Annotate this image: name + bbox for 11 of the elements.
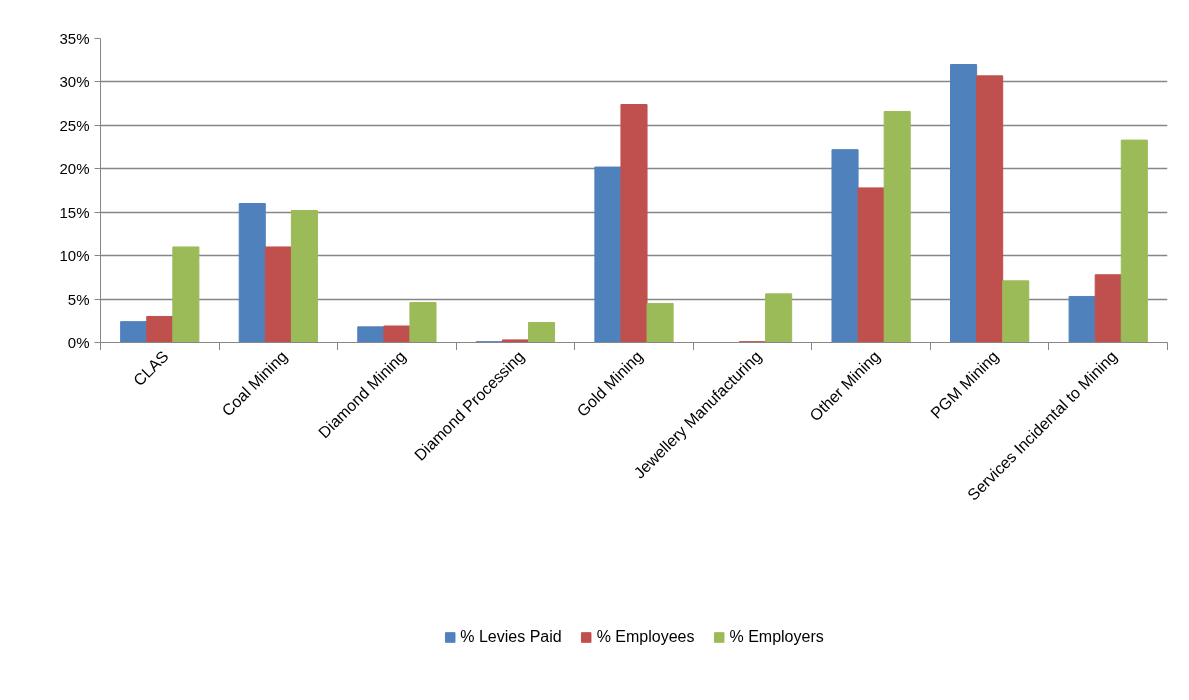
y-tick-label: 20% bbox=[59, 160, 90, 178]
y-tick-label: 5% bbox=[67, 290, 90, 308]
legend-label: % Employees bbox=[596, 628, 695, 646]
y-tick-label: 30% bbox=[59, 73, 90, 91]
y-tick-label: 15% bbox=[59, 203, 90, 221]
y-tick-label: 10% bbox=[59, 247, 90, 265]
legend-label: % Employers bbox=[729, 628, 824, 646]
legend-label: % Levies Paid bbox=[460, 628, 562, 646]
y-tick-label: 25% bbox=[59, 116, 90, 134]
y-tick-label: 0% bbox=[67, 333, 90, 351]
y-tick-label: 35% bbox=[59, 30, 90, 47]
